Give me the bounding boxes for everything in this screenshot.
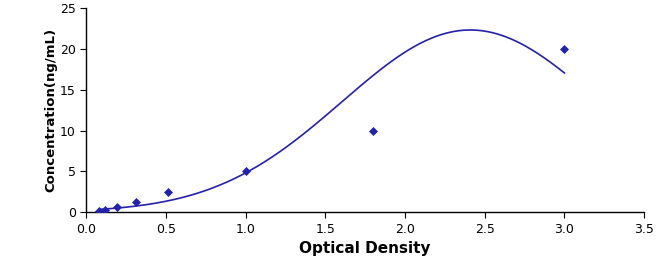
Y-axis label: Concentration(ng/mL): Concentration(ng/mL) bbox=[44, 28, 57, 192]
X-axis label: Optical Density: Optical Density bbox=[299, 241, 431, 256]
